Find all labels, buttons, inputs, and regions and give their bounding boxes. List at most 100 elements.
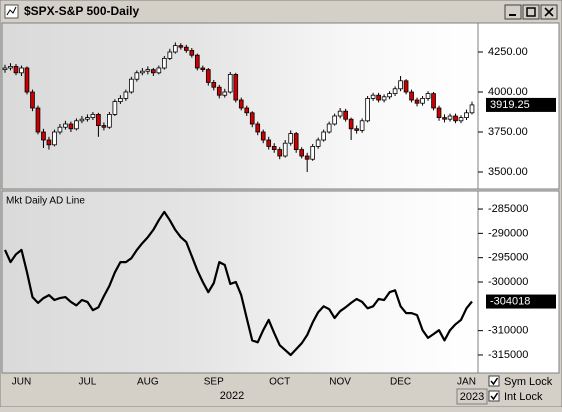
candle-body [24, 67, 30, 93]
candle-body [189, 50, 195, 56]
candle-body [315, 139, 321, 147]
window-title: $SPX-S&P 500-Daily [24, 4, 139, 18]
candle-body [392, 88, 398, 95]
candle-body [244, 107, 250, 114]
candle-body [321, 131, 326, 141]
candle-body [271, 145, 277, 150]
candle-body [74, 120, 79, 130]
candle-body [172, 45, 178, 53]
maximize-glyph [526, 7, 536, 17]
title-bar [2, 2, 560, 22]
candle-body [420, 98, 425, 104]
candle-body [205, 69, 211, 83]
candle-body [425, 93, 431, 99]
last-value-label: -304018 [490, 295, 530, 307]
candle-body [249, 112, 255, 125]
candle-body [140, 70, 145, 74]
candle-body [447, 115, 453, 120]
candle-body [277, 149, 283, 157]
candle-body [255, 123, 261, 133]
x-tick-label: DEC [390, 377, 411, 388]
candle-body [442, 117, 447, 120]
candle-body [63, 123, 68, 128]
panel-title: Mkt Daily AD Line [6, 196, 85, 207]
candle-body [216, 86, 222, 96]
candle-body [101, 125, 107, 128]
sym-lock-label[interactable]: Sym Lock [504, 376, 553, 388]
candle-body [178, 45, 184, 48]
candle-body [167, 51, 173, 59]
maximize-button[interactable] [522, 4, 540, 20]
candle-body [365, 98, 370, 122]
candle-body [68, 123, 74, 130]
candle-body [183, 46, 189, 51]
next-year-label: 2023 [460, 391, 484, 403]
candle-body [260, 131, 266, 141]
y-tick-label: 4000.00 [488, 86, 528, 98]
candle-body [359, 120, 365, 131]
candle-body [238, 99, 244, 109]
candle-body [57, 126, 63, 133]
candle-body [134, 72, 140, 80]
candle-body [79, 118, 85, 122]
candle-body [96, 114, 101, 127]
candle-body [398, 80, 403, 90]
int-lock-checkbox[interactable] [488, 390, 500, 402]
candle-body [145, 69, 151, 72]
x-tick-label: NOV [329, 377, 351, 388]
candle-body [123, 91, 129, 99]
candle-body [348, 118, 354, 130]
candle-body [227, 74, 233, 93]
candle-body [222, 91, 228, 96]
candle-body [156, 67, 162, 74]
sym-lock-checkbox[interactable] [488, 375, 500, 387]
candle-body [200, 67, 206, 71]
candle-body [41, 131, 46, 141]
int-lock-label[interactable]: Int Lock [504, 391, 543, 403]
candle-body [2, 67, 8, 71]
candle-body [453, 115, 458, 122]
candle-body [436, 107, 442, 118]
minimize-button[interactable] [504, 4, 522, 20]
y-tick-label: -285000 [488, 203, 528, 215]
last-value-box [486, 294, 556, 309]
window-buttons[interactable] [504, 4, 558, 20]
candle-body [13, 66, 19, 74]
candle-body [299, 149, 305, 157]
y-tick-label: -300000 [488, 276, 528, 288]
candle-body [266, 139, 272, 147]
candle-body [376, 94, 381, 101]
candle-body [112, 101, 118, 115]
candle-body [194, 54, 200, 69]
candle-body [233, 74, 239, 101]
candle-body [431, 93, 436, 109]
y-tick-label: 3750.00 [488, 126, 528, 138]
checkmark [490, 377, 499, 386]
candle-body [409, 91, 414, 101]
candle-body [129, 78, 134, 93]
ad-line [3, 210, 473, 357]
candle-body [458, 117, 464, 122]
year-label: 2022 [220, 390, 244, 402]
y-tick-label: -310000 [488, 325, 528, 337]
time-axis-area [2, 374, 478, 404]
y-tick-label: -295000 [488, 252, 528, 264]
candle-body [387, 93, 392, 98]
x-tick-label: SEP [204, 377, 224, 388]
y-tick-label: 4250.00 [488, 46, 528, 58]
y-tick-label: 3500.00 [488, 166, 528, 178]
candle-body [46, 139, 52, 146]
candle-body [293, 133, 299, 151]
candle-body [90, 114, 96, 119]
x-tick-label: JAN [457, 377, 476, 388]
candle-body [414, 99, 420, 104]
close-glyph [544, 7, 554, 17]
candle-body [370, 94, 376, 99]
candle-body [288, 133, 294, 144]
candle-body [332, 115, 337, 125]
x-tick-label: AUG [137, 377, 159, 388]
candle-body [118, 98, 123, 103]
checkmark [490, 392, 499, 401]
candle-body [282, 142, 288, 157]
candle-body [211, 82, 217, 88]
